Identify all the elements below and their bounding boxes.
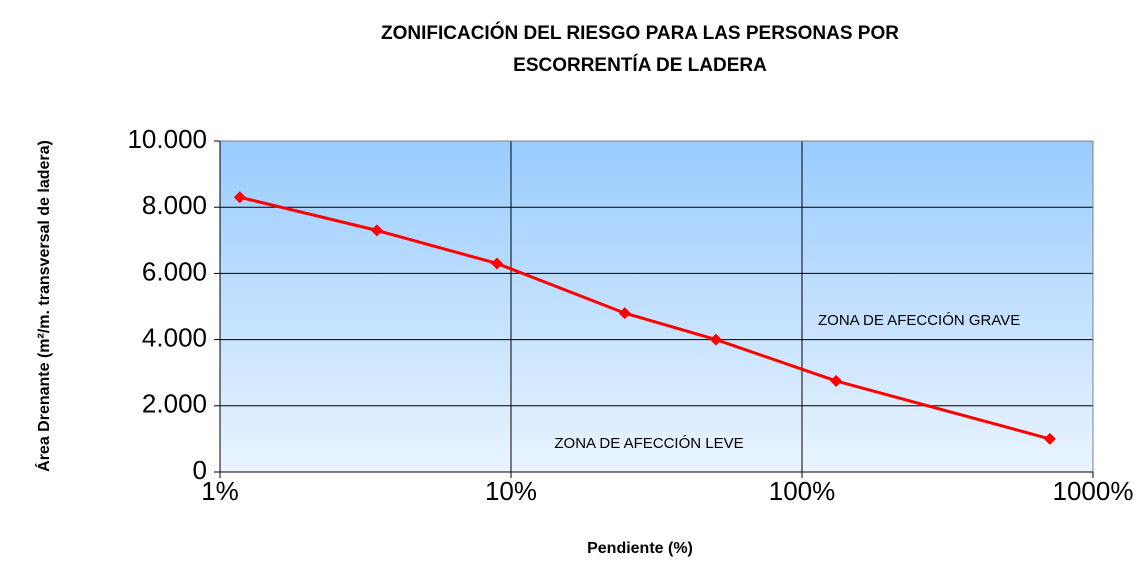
plot-area	[220, 141, 1093, 472]
y-tick-label: 4.000	[142, 322, 207, 352]
annotation: ZONA DE AFECCIÓN LEVE	[554, 435, 743, 452]
x-tick-label: 10%	[485, 476, 537, 506]
y-axis-label: Área Drenante (m²/m. transversal de lade…	[36, 140, 53, 472]
marker	[618, 307, 631, 320]
y-tick-label: 8.000	[142, 190, 207, 220]
marker	[490, 257, 503, 270]
marker	[1043, 432, 1056, 445]
x-tick-label: 100%	[769, 476, 836, 506]
y-tick-label: 10.000	[127, 124, 207, 154]
marker	[709, 333, 722, 346]
marker	[370, 224, 383, 237]
x-tick-label: 1000%	[1053, 476, 1134, 506]
chart-title: ZONIFICACIÓN DEL RIESGO PARA LAS PERSONA…	[381, 23, 899, 76]
x-axis-label: Pendiente (%)	[587, 540, 693, 557]
y-tick-label: 2.000	[142, 389, 207, 419]
annotation: ZONA DE AFECCIÓN GRAVE	[818, 312, 1020, 329]
x-tick-label: 1%	[201, 476, 239, 506]
marker	[233, 191, 246, 204]
marker	[830, 374, 843, 387]
y-tick-label: 6.000	[142, 256, 207, 286]
y-tick-label: 0	[193, 455, 207, 485]
